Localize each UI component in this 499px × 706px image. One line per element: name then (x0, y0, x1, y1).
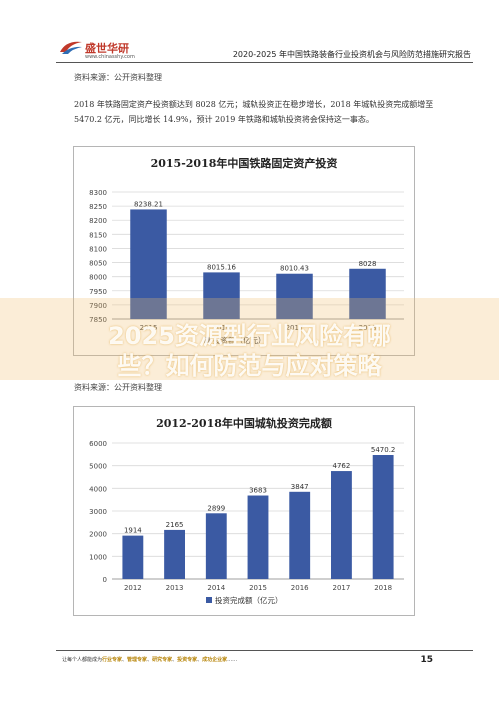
header-divider (56, 62, 473, 63)
y-tick-label: 1000 (89, 553, 107, 561)
data-label: 1914 (124, 527, 142, 535)
footer-item: 管理专家 (127, 657, 148, 663)
footer-item: 研究专家 (152, 657, 173, 663)
source-note-1: 资料来源：公开资料整理 (74, 73, 162, 82)
footer-item: 成功企业家 (202, 657, 228, 663)
bar (203, 272, 240, 319)
bar (349, 268, 386, 319)
x-tick-label: 2015 (140, 324, 158, 332)
data-label: 8015.16 (207, 263, 236, 271)
legend-swatch (204, 337, 210, 343)
bar (372, 455, 394, 579)
y-tick-label: 6000 (89, 440, 107, 448)
bar (276, 273, 313, 319)
logo-icon (58, 38, 84, 56)
report-title: 2020-2025 年中国铁路装备行业投资机会与风险防范措施研究报告 (232, 50, 471, 59)
y-tick-label: 7900 (89, 302, 107, 310)
data-label: 2165 (166, 521, 184, 529)
chart-title: 2015-2018年中国铁路固定资产投资 (150, 157, 338, 170)
chart-plot: 0 1000 2000 3000 4000 5000 6000 1914 2012 2165 201… (89, 440, 404, 605)
x-tick-label: 2018 (374, 584, 392, 592)
y-tick-label: 8300 (89, 189, 107, 197)
data-label: 8010.43 (280, 265, 309, 273)
x-tick-label: 2016 (213, 324, 231, 332)
y-tick-label: 7850 (89, 316, 107, 324)
legend-swatch (206, 597, 212, 603)
bar (164, 529, 185, 579)
data-label: 2899 (207, 504, 225, 512)
y-tick-label: 8250 (89, 203, 107, 211)
data-label: 8028 (359, 260, 377, 268)
x-tick-label: 2017 (286, 324, 304, 332)
source-note-2: 资料来源：公开资料整理 (74, 383, 162, 392)
chart-title: 2012-2018年中国城轨投资完成额 (156, 417, 332, 430)
x-tick-label: 2018 (359, 324, 377, 332)
bar (331, 471, 352, 579)
footer-item: 投资专家 (177, 657, 198, 663)
x-tick-label: 2016 (291, 584, 309, 592)
y-tick-label: 8200 (89, 217, 107, 225)
bar (205, 513, 227, 579)
footer-tail: …… (227, 657, 238, 663)
data-label: 3847 (291, 483, 309, 491)
legend-label: 投资完成额（亿元） (215, 595, 283, 605)
y-tick-label: 3000 (89, 508, 107, 516)
bar (122, 535, 144, 579)
data-label: 4762 (333, 462, 351, 470)
footer-slogan: 让每个人都能成为行业专家、管理专家、研究专家、投资专家、成功企业家…… (62, 657, 238, 663)
y-tick-label: 0 (103, 576, 107, 584)
bar (247, 495, 269, 579)
x-tick-label: 2012 (124, 584, 142, 592)
chart-plot: 7850 7900 7950 8000 8050 8100 8150 8200 8250 8300… (89, 189, 404, 345)
y-tick-label: 7950 (89, 288, 107, 296)
x-tick-label: 2015 (249, 584, 267, 592)
bar (289, 491, 311, 579)
footer-item: 行业专家 (102, 657, 123, 663)
body-paragraph: 2018 年铁路固定资产投资额达到 8028 亿元；城轨投资正在稳步增长，201… (74, 100, 434, 124)
x-tick-label: 2017 (333, 584, 351, 592)
data-label: 3683 (249, 487, 267, 495)
promo-overlay[interactable] (0, 298, 499, 380)
overlay-headline-2[interactable]: 些？如何防范与应对策略 (117, 352, 382, 380)
data-label: 8238.21 (134, 200, 163, 208)
footer-lead: 让每个人都能成为 (62, 657, 103, 663)
overlay-headline-1[interactable]: 2025资源型行业风险有哪 (108, 322, 391, 350)
y-tick-label: 8050 (89, 260, 107, 268)
legend-label: 投资额（亿元） (213, 335, 266, 345)
footer-divider (56, 650, 473, 651)
chart-railway-investment: 2015-2018年中国铁路固定资产投资 7850 7900 7950 8000 805… (73, 146, 415, 356)
logo-text: 盛世华研 (85, 42, 129, 55)
bar (130, 209, 167, 319)
page-number: 15 (420, 655, 433, 665)
y-tick-label: 8100 (89, 245, 107, 253)
y-tick-label: 5000 (89, 463, 107, 471)
x-tick-label: 2013 (166, 584, 184, 592)
data-label: 5470.2 (371, 446, 396, 454)
x-tick-label: 2014 (207, 584, 225, 592)
y-tick-label: 4000 (89, 485, 107, 493)
logo-subtitle: www.chinasshy.com (85, 54, 135, 60)
y-tick-label: 2000 (89, 531, 107, 539)
chart-urban-rail-investment: 2012-2018年中国城轨投资完成额 0 1000 2000 3000 4000 500… (73, 406, 415, 616)
y-tick-label: 8150 (89, 231, 107, 239)
y-tick-label: 8000 (89, 274, 107, 282)
